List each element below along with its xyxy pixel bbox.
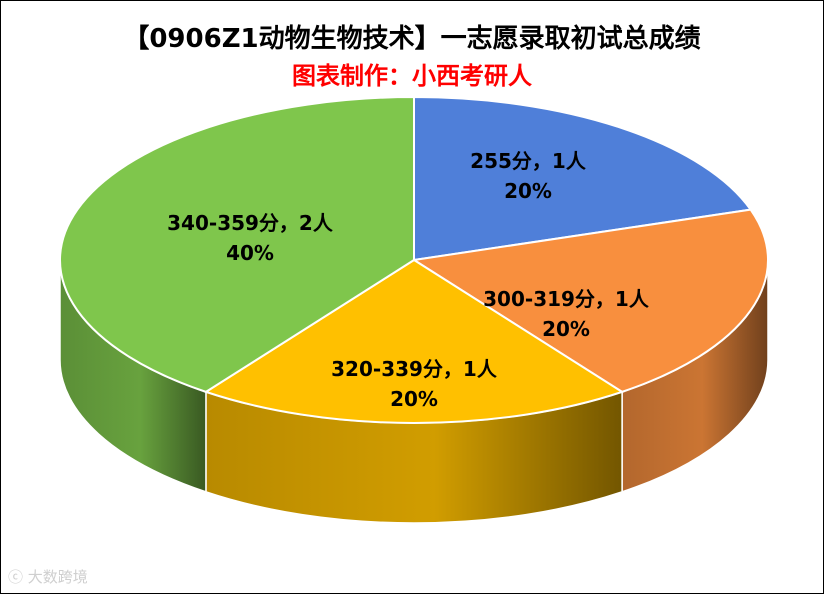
pie-top-faces xyxy=(59,95,769,424)
slice-label-4: 340-359分，2人 xyxy=(167,211,334,235)
pie-slice-2 xyxy=(411,208,769,393)
slice-percent-2: 20% xyxy=(542,317,590,341)
chart-subtitle: 图表制作：小西考研人 xyxy=(292,62,532,90)
watermark-text: 大数跨境 xyxy=(27,568,88,586)
pie-slice-4 xyxy=(59,95,415,393)
chart-title: 【0906Z1动物生物技术】一志愿录取初试总成绩 xyxy=(123,24,701,54)
slice-label-1: 255分，1人 xyxy=(470,149,587,173)
slice-label-3: 320-339分，1人 xyxy=(331,357,498,381)
slice-percent-3: 20% xyxy=(390,387,438,411)
pie-slice-3 xyxy=(203,258,625,424)
watermark: ⓒ 大数跨境 xyxy=(8,566,88,587)
slice-percent-1: 20% xyxy=(504,179,552,203)
pie-labels: 255分，1人 20% 300-319分，1人 20% 320-339分，1人 20% 34… xyxy=(167,149,650,411)
pie-slice-1 xyxy=(413,95,753,262)
watermark-icon: ⓒ xyxy=(8,568,24,586)
slice-percent-4: 40% xyxy=(226,241,274,265)
slice-label-2: 300-319分，1人 xyxy=(483,287,650,311)
